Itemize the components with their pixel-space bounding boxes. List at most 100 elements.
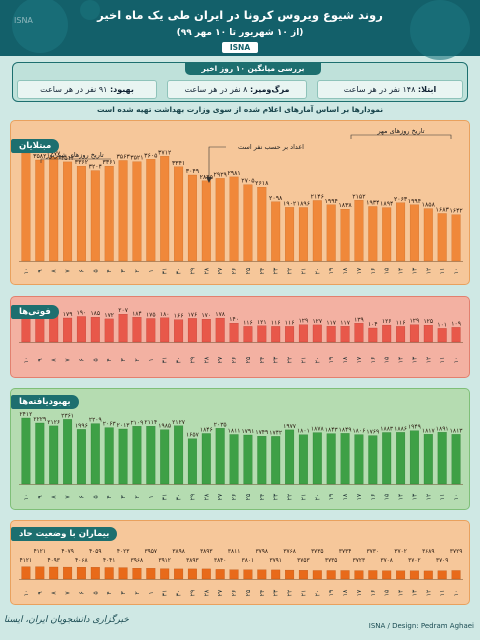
day-label: ۱۴ (398, 357, 405, 364)
bar-1 (451, 434, 461, 485)
value-label: ۱۲۹ (299, 318, 309, 325)
value-label: ۲۲۲۹ (33, 416, 46, 423)
watermark: ISNA (14, 16, 33, 25)
bar-28 (76, 567, 86, 580)
bar-3 (423, 434, 433, 485)
value-label: ۳۵۶۳ (116, 154, 130, 161)
day-label: ۱۰ (23, 590, 30, 597)
value-label: ۳۷۰۹ (436, 558, 448, 564)
bar-23 (146, 426, 156, 485)
value-label: ۱۰۴ (368, 321, 378, 328)
day-label: ۱۱ (439, 357, 446, 364)
value-label: ۱۷۴۹ (255, 429, 268, 436)
value-label: ۱۸۹۴ (380, 201, 393, 208)
critical-chart: ۳۷۲۹۱۰۳۷۰۹۱۱۳۶۸۹۱۲۳۷۰۲۱۳۳۷۰۲۱۴۳۷۰۸۱۵۳۷۳۰… (19, 549, 463, 597)
day-label: ۲ (134, 269, 141, 273)
day-label: ۱۹ (328, 589, 335, 596)
value-label: ۱۹۰ (77, 310, 87, 317)
value-label: ۲۰۹۸ (269, 195, 283, 202)
value-label: ۳۵۱۲ (61, 155, 75, 162)
bar-29 (63, 161, 73, 262)
bar-3 (423, 325, 433, 343)
day-label: ۱۵ (384, 268, 391, 275)
day-label: ۲۲ (287, 589, 294, 596)
value-label: ۱۱۷ (340, 319, 350, 326)
summary-deaths-label: مرگ‌ومیر: (250, 85, 290, 94)
bar-27 (90, 567, 100, 580)
day-label: ۱۰ (453, 590, 460, 597)
day-label: ۲۷ (217, 589, 224, 596)
day-label: ۱۸ (342, 356, 349, 363)
bar-26 (104, 318, 114, 343)
value-label: ۱۲۵ (423, 318, 433, 325)
value-label: ۳۶۰۵ (144, 152, 157, 159)
day-label: ۲۱ (300, 357, 307, 364)
value-label: ۱۷۲ (104, 312, 114, 319)
value-label: ۲۶۱۸ (255, 180, 269, 187)
day-label: ۲۵ (245, 357, 252, 364)
day-label: ۲۰ (314, 268, 321, 275)
day-label: ۲۵ (245, 494, 252, 501)
infections-panel: ۱۶۴۲ ۱۰ ۱۶۸۳ ۱۱ ۱۸۵۸ ۱۲ ۱۹۹۴ ۱۳ ۲۰۶۳ ۱۴ ۱۸۹۴ ۱۵ ۱۹۳۴… (10, 120, 470, 285)
day-label: ۴ (106, 495, 113, 498)
day-label: ۲۴ (259, 268, 266, 275)
day-label: ۱۷ (356, 493, 363, 500)
infections-title: مبتلایان (11, 139, 60, 153)
day-label: ۳۱ (162, 268, 169, 275)
bar-5 (396, 432, 406, 485)
bar-6 (382, 207, 392, 262)
day-label: ۱۷ (356, 356, 363, 363)
day-label: ۴ (106, 358, 113, 361)
summary-infections: ابتلا: ۱۴۸ نفر در هر ساعت (317, 80, 463, 99)
day-label: ۱۸ (342, 589, 349, 596)
bar-8 (354, 434, 364, 485)
bar-6 (382, 324, 392, 343)
day-label: ۱۶ (370, 590, 377, 597)
value-label: ۱۷۰ (201, 312, 211, 319)
value-label: ۳۹۱۲ (158, 558, 170, 564)
day-label: ۲۳ (273, 267, 280, 274)
value-label: ۱۹۴۹ (408, 424, 421, 431)
day-label: ۱۵ (384, 494, 391, 501)
day-label: ۸ (51, 358, 58, 362)
value-label: ۱۲۷ (312, 318, 322, 325)
bar-9 (340, 209, 350, 262)
value-label: ۳۷۳۴ (339, 549, 351, 555)
day-label: ۲۸ (203, 267, 210, 274)
value-label: ۱۸۸۳ (380, 426, 394, 433)
bar-12 (298, 434, 308, 485)
day-label: ۲۱ (300, 494, 307, 501)
value-label: ۱۸۵۸ (422, 202, 436, 209)
day-label: ۲۰ (314, 357, 321, 364)
bar-11 (312, 324, 322, 343)
day-label: ۲۳ (273, 493, 280, 500)
day-label: ۳۱ (162, 590, 169, 597)
bar-1 (451, 327, 461, 343)
day-label: ۱۶ (370, 357, 377, 364)
day-label: ۱۰ (23, 268, 30, 275)
page-subtitle: (از ۱۰ شهریور تا ۱۰ مهر ۹۹) (176, 28, 304, 38)
value-label: ۳۷۶۸ (283, 549, 295, 555)
bar-21 (174, 166, 184, 262)
day-label: ۷ (65, 495, 72, 499)
mehr-bracket (350, 134, 452, 139)
day-label: ۷ (65, 358, 72, 362)
value-label: ۴۰۹۳ (47, 558, 59, 564)
value-label: ۱۸۱۱ (228, 428, 241, 435)
value-label: ۲۰۶۳ (103, 421, 117, 428)
value-label: ۳۷۰۸ (380, 558, 392, 564)
value-label: ۲۱۲۷ (172, 419, 186, 426)
day-label: ۹ (37, 591, 44, 595)
footer-credit: ISNA / Design: Pedram Aghaei (368, 622, 474, 630)
value-label: ۳۶۷۷ (47, 150, 61, 157)
summary-title: بررسی میانگین ۱۰ روز اخیر (185, 62, 321, 75)
day-label: ۶ (78, 591, 85, 594)
value-label: ۱۸۷۸ (311, 426, 325, 433)
bar-16 (243, 184, 253, 262)
value-label: ۳۷۱۲ (158, 149, 172, 156)
day-label: ۱۸ (342, 493, 349, 500)
value-label: ۳۷۵۳ (297, 558, 309, 564)
value-label: ۳۲۰۴ (89, 164, 102, 171)
value-label: ۲۱۱۴ (144, 419, 157, 426)
bar-18 (215, 428, 225, 485)
